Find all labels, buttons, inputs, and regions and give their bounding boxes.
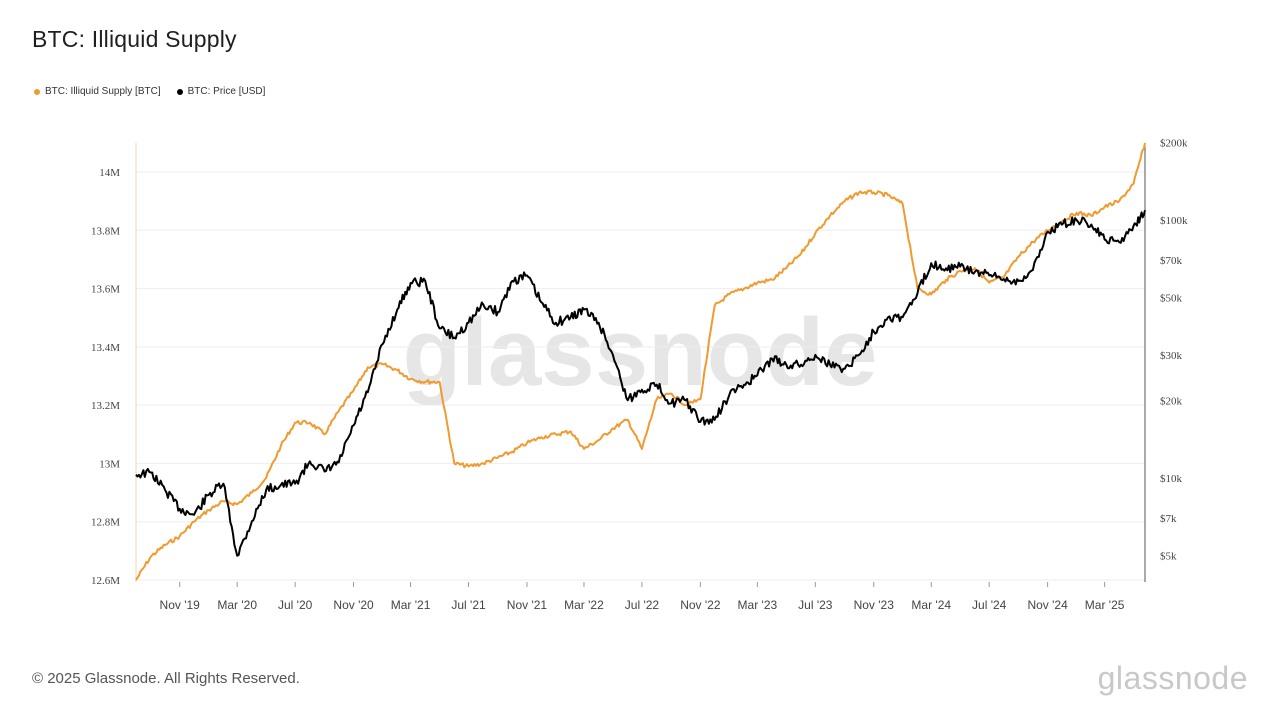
copyright-footer: © 2025 Glassnode. All Rights Reserved.	[32, 670, 300, 687]
x-tick-label: Mar '20	[217, 598, 257, 612]
x-tick-label: Jul '23	[798, 598, 833, 612]
legend-item-illiquid-supply[interactable]: BTC: Illiquid Supply [BTC]	[34, 86, 161, 97]
x-tick-label: Nov '24	[1027, 598, 1068, 612]
left-tick-label: 14M	[99, 167, 120, 179]
x-tick-label: Nov '21	[507, 598, 548, 612]
x-tick-label: Mar '24	[911, 598, 951, 612]
brand-logo: glassnode	[1097, 660, 1248, 696]
x-tick-label: Nov '19	[160, 598, 201, 612]
left-tick-label: 13M	[99, 458, 120, 470]
series-group	[135, 142, 1146, 581]
x-tick-label: Mar '22	[564, 598, 604, 612]
x-tick-label: Mar '23	[738, 598, 778, 612]
left-axis: 12.6M 12.8M 13M 13.2M 13.4M 13.6M 13.8M 14M	[91, 143, 137, 587]
series-line-illiquid-supply	[135, 142, 1146, 581]
right-tick-label: $200k	[1160, 137, 1188, 149]
legend-label-illiquid-supply: BTC: Illiquid Supply [BTC]	[45, 86, 161, 97]
right-tick-label: $50k	[1160, 293, 1183, 305]
left-tick-label: 12.8M	[91, 517, 120, 529]
left-tick-label: 13.6M	[91, 284, 120, 296]
right-axis: $5k $7k $10k $20k $30k $50k $70k $100k $200k	[1144, 137, 1188, 582]
left-tick-label: 12.6M	[91, 575, 120, 587]
right-tick-label: $5k	[1160, 551, 1177, 563]
series-line-price	[135, 210, 1146, 557]
x-axis: Nov '19 Mar '20 Jul '20 Nov '20 Mar '21 Jul '…	[160, 582, 1125, 612]
x-tick-label: Nov '22	[680, 598, 721, 612]
right-tick-label: $70k	[1160, 255, 1183, 267]
x-tick-label: Jul '24	[972, 598, 1007, 612]
x-tick-label: Mar '21	[391, 598, 431, 612]
legend-dot-illiquid-supply	[34, 88, 40, 95]
right-tick-label: $7k	[1160, 513, 1177, 525]
x-tick-label: Nov '20	[333, 598, 374, 612]
grid-lines	[136, 171, 1145, 581]
legend-item-price[interactable]: BTC: Price [USD]	[176, 86, 266, 97]
x-tick-label: Mar '25	[1085, 598, 1125, 612]
right-tick-label: $100k	[1160, 215, 1188, 227]
x-tick-label: Jul '22	[625, 598, 660, 612]
left-tick-label: 13.2M	[91, 400, 120, 412]
right-tick-label: $30k	[1160, 350, 1183, 362]
x-tick-label: Jul '20	[278, 598, 313, 612]
chart-title: BTC: Illiquid Supply	[32, 26, 237, 52]
chart-watermark: glassnode	[403, 299, 878, 406]
chart-legend: BTC: Illiquid Supply [BTC] BTC: Price [U…	[34, 86, 265, 97]
left-tick-label: 13.4M	[91, 342, 120, 354]
right-tick-label: $10k	[1160, 473, 1183, 485]
legend-label-price: BTC: Price [USD]	[187, 86, 266, 97]
left-tick-label: 13.8M	[91, 225, 120, 237]
legend-dot-price	[176, 88, 183, 95]
right-tick-label: $20k	[1160, 395, 1183, 407]
x-tick-label: Nov '23	[854, 598, 895, 612]
x-tick-label: Jul '21	[451, 598, 486, 612]
